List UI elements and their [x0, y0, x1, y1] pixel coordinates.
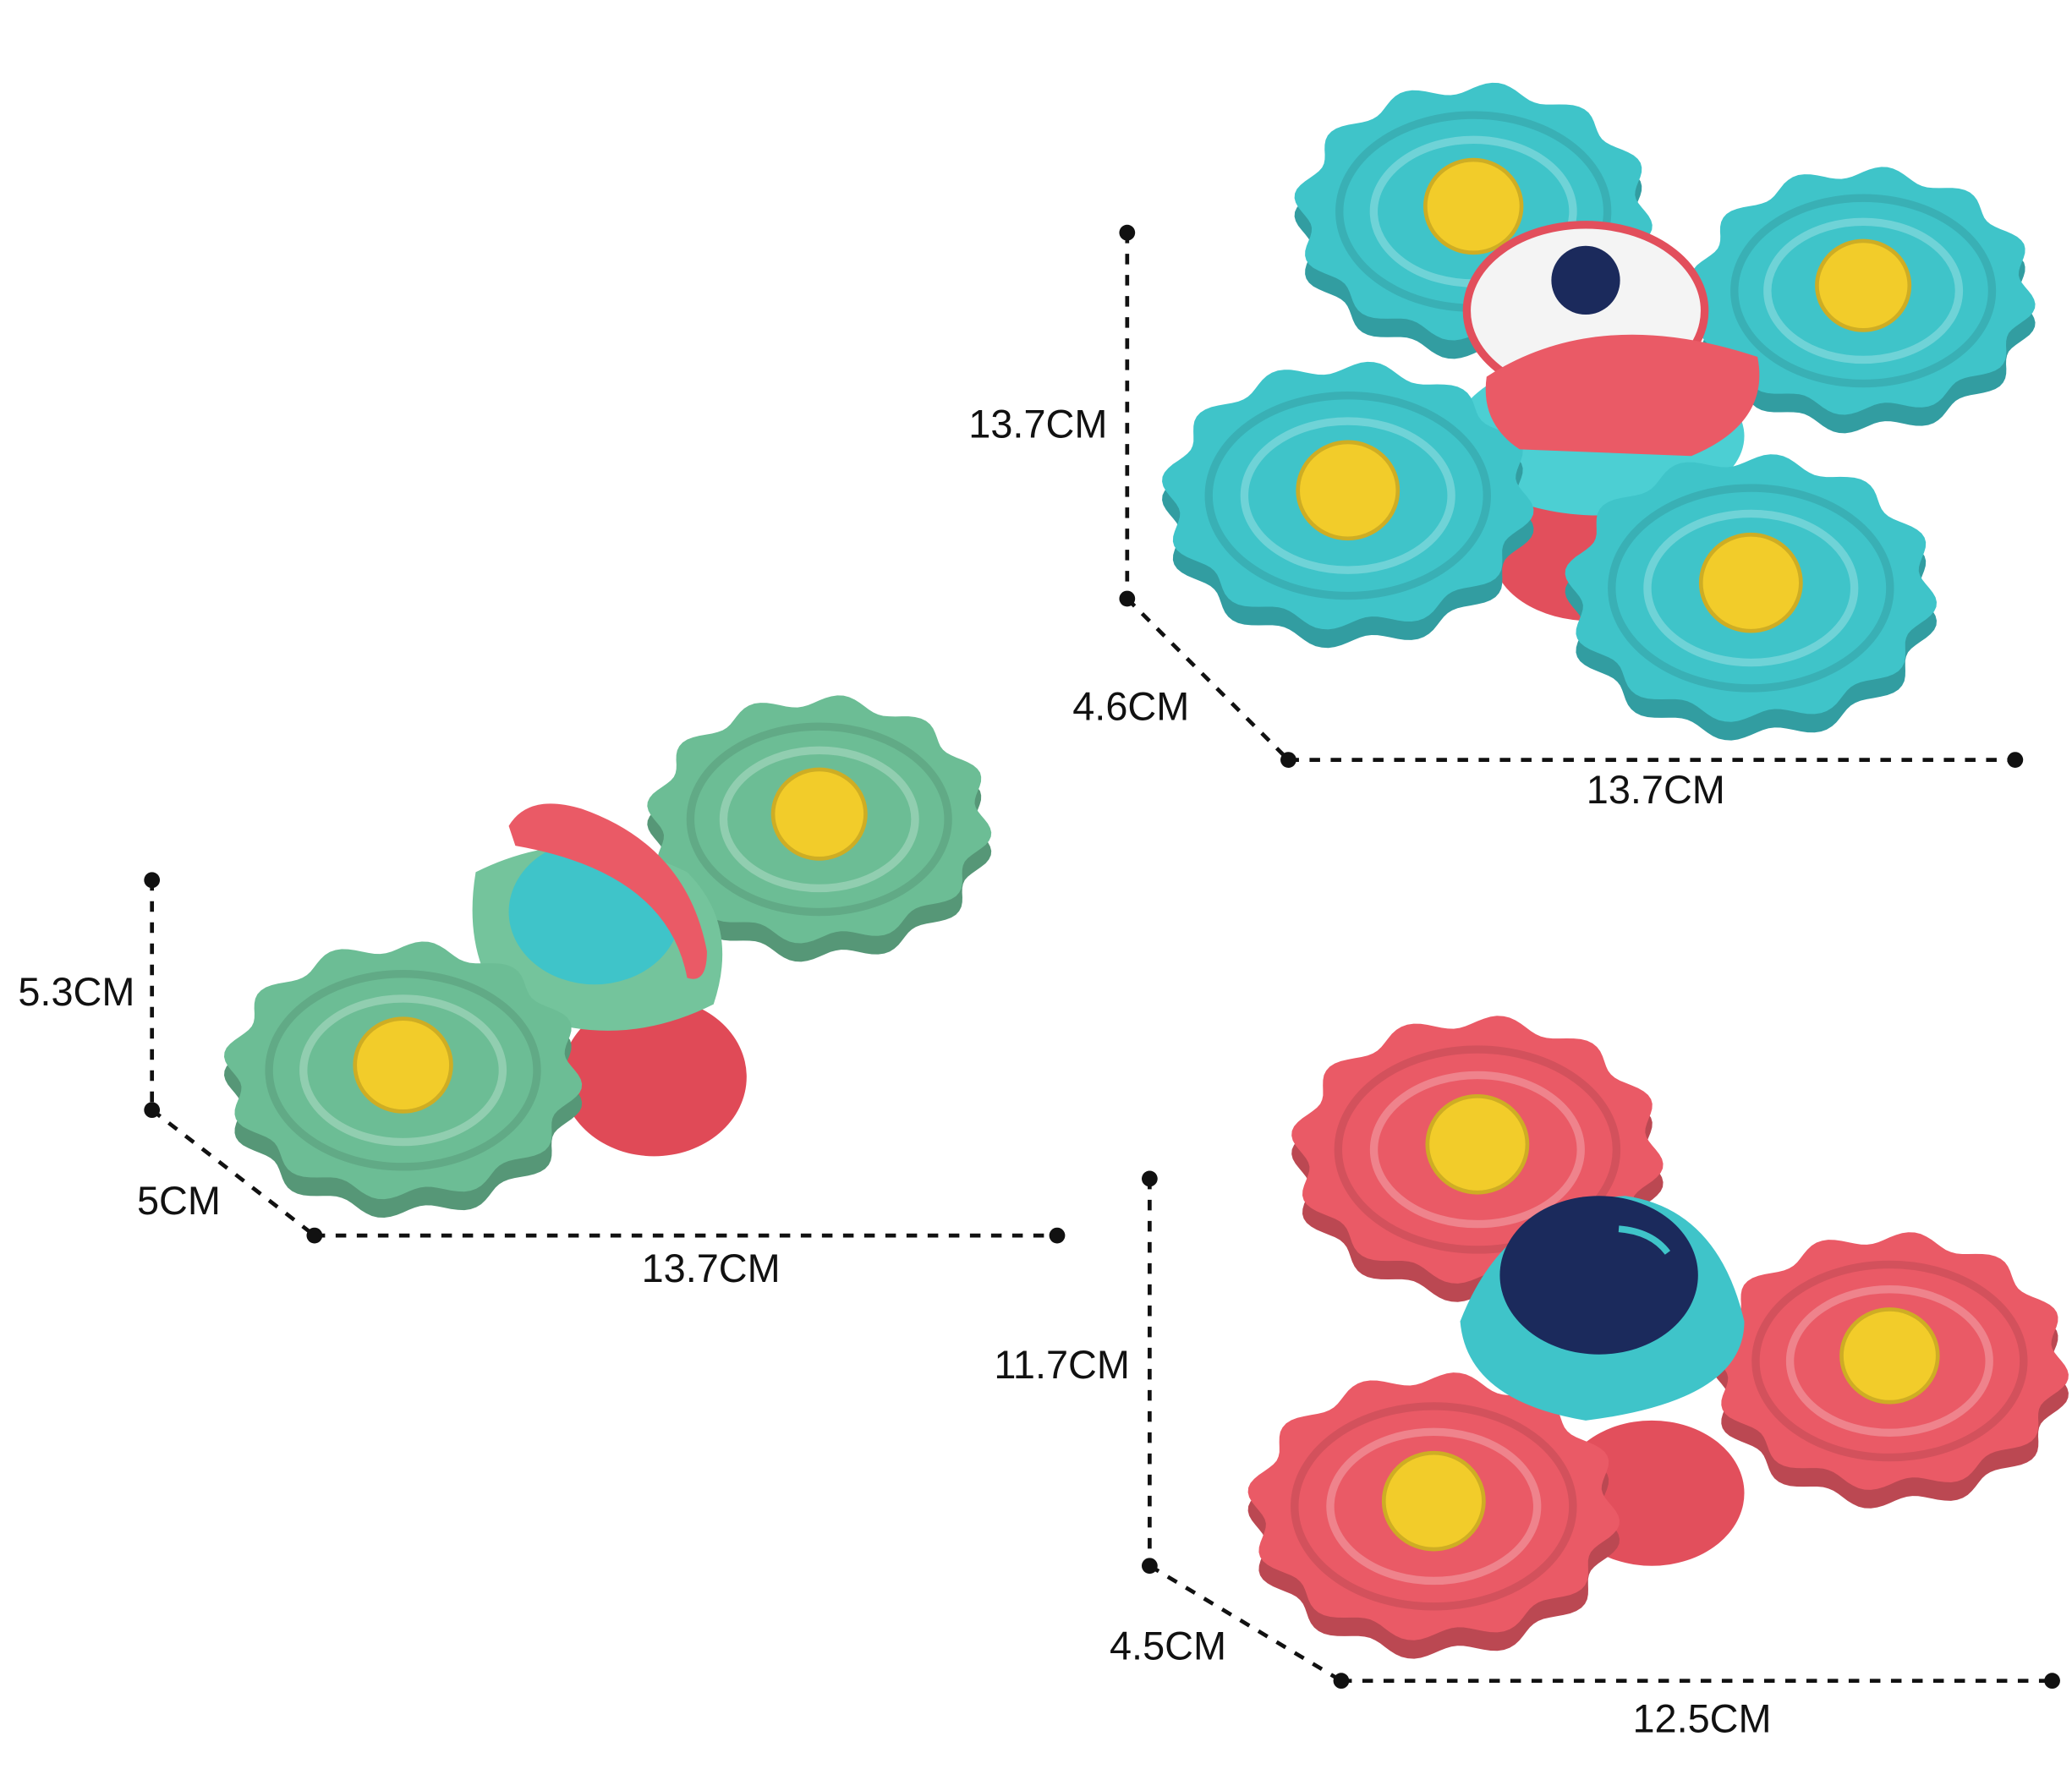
disc-ring — [1751, 1260, 2028, 1462]
width-label: 13.7CM — [1587, 768, 1725, 812]
hub-highlight — [1618, 1225, 1670, 1255]
spinner-disc — [1691, 167, 2036, 434]
dimension-dot — [1119, 224, 1136, 241]
height-label: 5.3CM — [18, 970, 134, 1014]
dimension-dot — [1119, 590, 1136, 607]
dimension-dot — [1049, 1227, 1066, 1244]
yellow-ball — [1839, 1307, 1940, 1405]
depth-label: 4.6CM — [1072, 685, 1189, 729]
spinner-disc — [1565, 454, 1937, 741]
dimension-dot — [144, 1102, 161, 1119]
dimension-dot — [1142, 1170, 1158, 1187]
spinner-disc — [1162, 361, 1534, 649]
depth-line — [1126, 597, 1291, 762]
hub-red-arc — [508, 803, 707, 979]
disc-ring — [1643, 509, 1859, 667]
disc-ring — [1334, 1045, 1621, 1254]
spinner-disc — [647, 695, 992, 962]
dimension-dot — [1280, 752, 1296, 768]
width-label: 12.5CM — [1632, 1697, 1771, 1741]
disc-ring — [265, 970, 541, 1171]
disc-ring — [1291, 1402, 1577, 1611]
disc-ring — [1785, 1285, 1993, 1438]
disc-ring — [1763, 217, 1964, 364]
width-label: 13.7CM — [642, 1246, 781, 1290]
disc-ring — [1204, 391, 1491, 600]
yellow-ball — [770, 767, 868, 861]
depth-line — [1148, 1564, 1343, 1683]
height-label: 13.7CM — [968, 402, 1107, 446]
disc-ring — [1608, 484, 1894, 693]
disc-ring — [1730, 194, 1997, 388]
hub-navy-dome — [1499, 1196, 1698, 1355]
yellow-ball — [1422, 157, 1524, 255]
depth-line — [151, 1108, 316, 1237]
green-spinner — [224, 695, 992, 1218]
hub-eye — [1551, 245, 1620, 315]
yellow-ball — [353, 1016, 453, 1114]
disc-ring — [719, 746, 919, 893]
yellow-ball — [1698, 532, 1803, 633]
yellow-ball — [1425, 1093, 1530, 1195]
disc-ring — [299, 994, 507, 1147]
spinner-disc — [224, 941, 583, 1218]
height-label: 11.7CM — [994, 1343, 1130, 1387]
suction-cup — [562, 997, 747, 1157]
depth-label: 5CM — [137, 1179, 221, 1223]
dimension-dot — [144, 872, 161, 889]
disc-ring — [1369, 1071, 1585, 1229]
red-spinner — [1247, 1016, 2069, 1659]
disc-ring — [686, 722, 952, 917]
disc-ring — [1240, 417, 1455, 574]
teal-dimensions: 13.7CM 4.6CM 13.7CM — [968, 224, 2024, 812]
dimension-dot — [306, 1227, 323, 1244]
dimension-dot — [1142, 1558, 1158, 1575]
teal-spinner — [1162, 82, 2036, 741]
yellow-ball — [1815, 238, 1912, 332]
dimension-dot — [2044, 1673, 2060, 1690]
hub-red-body — [1485, 334, 1760, 457]
spinner-disc — [1247, 1372, 1620, 1659]
spinner-disc — [1710, 1232, 2069, 1509]
depth-label: 4.5CM — [1110, 1624, 1226, 1668]
red-dimensions: 11.7CM 4.5CM 12.5CM — [994, 1170, 2060, 1741]
yellow-ball — [1381, 1450, 1486, 1552]
dimension-dot — [1333, 1673, 1350, 1690]
dimension-dot — [2007, 752, 2024, 768]
green-dimensions: 5.3CM 5CM 13.7CM — [18, 872, 1066, 1290]
yellow-ball — [1296, 440, 1401, 541]
disc-ring — [1326, 1427, 1542, 1586]
